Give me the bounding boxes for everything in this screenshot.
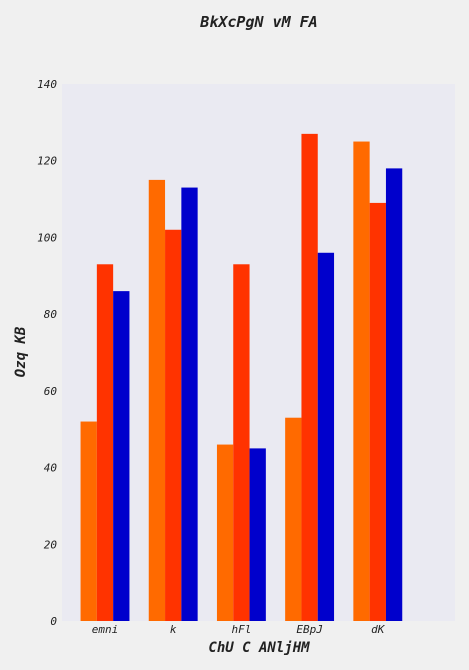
bar-dK-series-2 — [369, 202, 386, 621]
y-tick-label: 100 — [37, 231, 57, 244]
x-tick-label: emni — [92, 623, 119, 636]
y-tick-label: 0 — [50, 615, 57, 628]
bars-layer — [80, 133, 403, 622]
bar-hFl-series-2 — [233, 264, 250, 621]
x-tick-label: dK — [371, 623, 386, 636]
bar-emni-series-3 — [113, 291, 130, 621]
bar-dK-series-3 — [385, 168, 403, 621]
bar-k-series-3 — [181, 187, 198, 621]
bar-emni-series-2 — [96, 264, 114, 621]
x-ticks: emni k hFl EBpJ dK — [92, 623, 386, 636]
bar-EBpJ-series-1 — [285, 417, 302, 621]
x-tick-label: EBpJ — [296, 623, 323, 636]
bar-hFl-series-1 — [216, 444, 234, 621]
x-tick-label: k — [170, 623, 177, 636]
chart-title: BkXcPgN vM FA — [199, 13, 317, 31]
bar-k-series-1 — [148, 179, 166, 621]
bar-EBpJ-series-3 — [317, 252, 335, 621]
bar-k-series-2 — [165, 229, 182, 621]
x-tick-label: hFl — [231, 623, 251, 636]
y-tick-label: 40 — [44, 462, 58, 475]
y-tick-label: 60 — [44, 385, 58, 398]
y-tick-label: 140 — [37, 78, 57, 91]
y-ticks: 0 20 40 60 80 100 120 140 — [37, 78, 57, 628]
bar-EBpJ-series-2 — [301, 133, 318, 622]
bar-hFl-series-3 — [249, 448, 266, 621]
y-tick-label: 80 — [44, 308, 58, 321]
x-axis-label: ChU C ANljHM — [208, 640, 310, 656]
y-axis-label: Ozq KB — [13, 326, 29, 377]
y-tick-label: 20 — [44, 538, 58, 551]
bar-emni-series-1 — [80, 421, 97, 621]
y-tick-label: 120 — [37, 155, 57, 168]
bar-dK-series-1 — [353, 141, 370, 622]
